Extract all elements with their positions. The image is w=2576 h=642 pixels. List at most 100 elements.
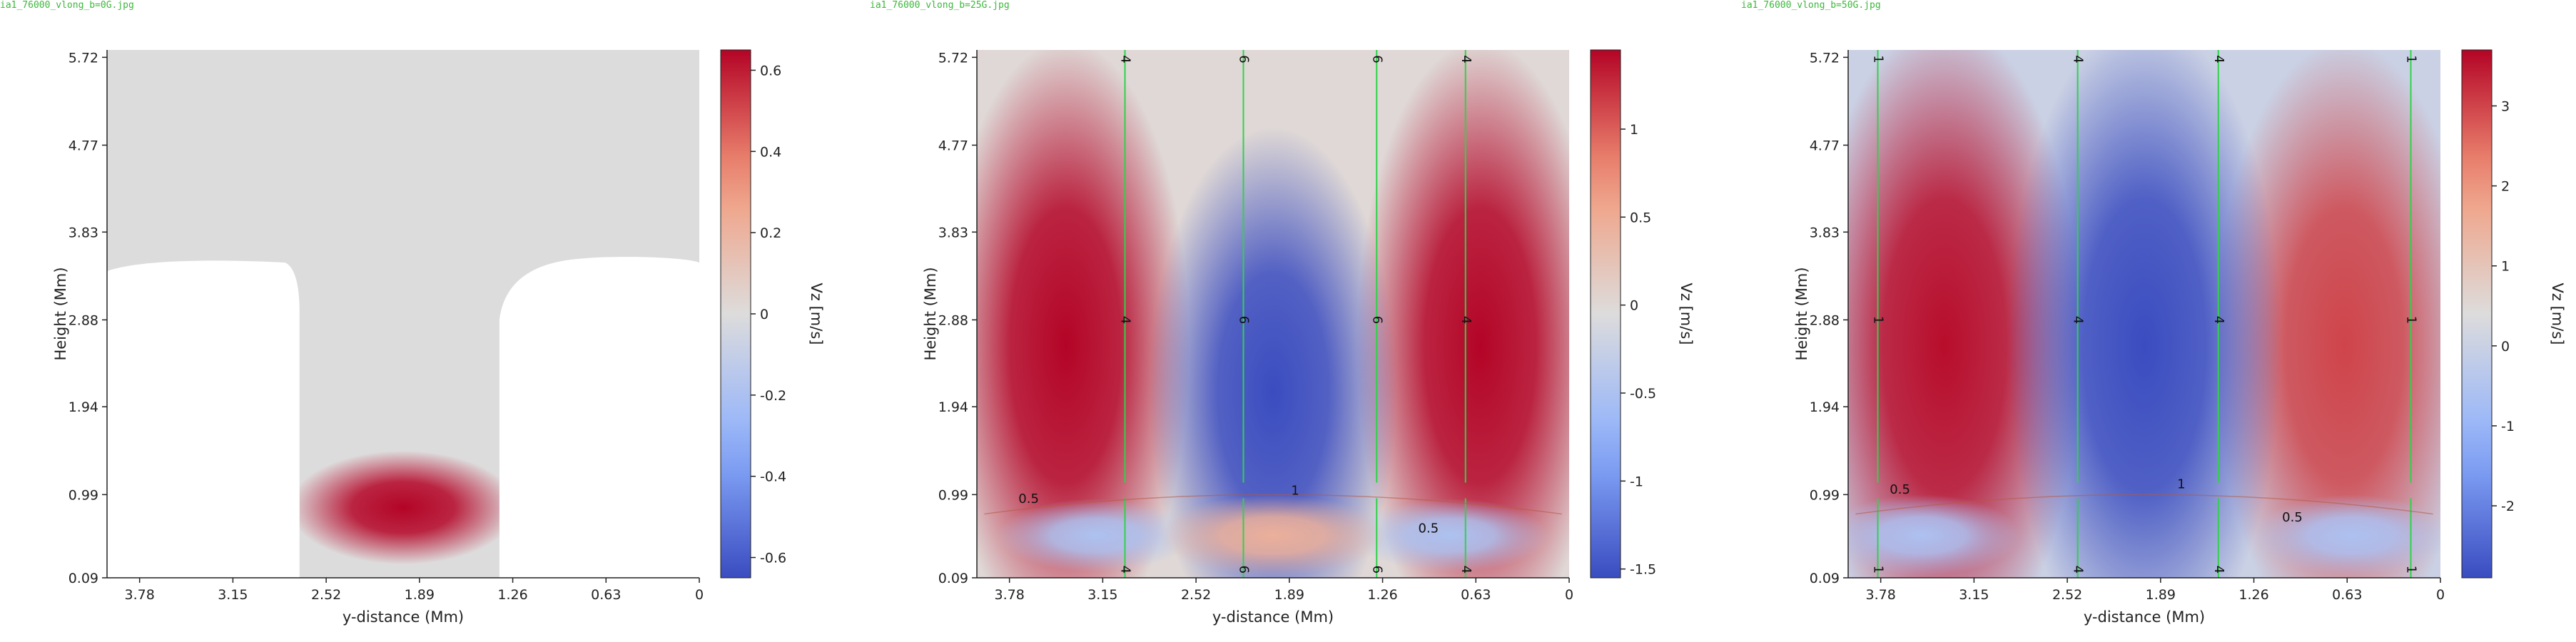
y-tick-label: 0.99 (69, 487, 98, 503)
y-tick-label: 1.94 (1810, 399, 1840, 415)
colorbar-tick-label: 0.5 (1630, 210, 1651, 225)
field-line-label: 6 (1369, 566, 1384, 574)
x-tick-label: 0 (695, 587, 704, 603)
y-tick-label: 2.88 (1810, 312, 1840, 328)
field-line-label: 4 (2071, 566, 2086, 574)
field-line-label: 6 (1369, 316, 1384, 324)
y-tick-label: 1.94 (938, 399, 968, 415)
y-tick-label: 3.83 (1810, 225, 1840, 240)
colorbar-tick-label: 2 (2501, 179, 2510, 195)
y-tick-label: 4.77 (69, 138, 98, 153)
y-tick-label: 0.09 (69, 571, 98, 586)
x-tick-label: 1.26 (497, 587, 527, 603)
x-tick-label: 1.89 (405, 587, 435, 603)
vz-blob (2007, 50, 2281, 578)
y-axis-label: Height (Mm) (1793, 267, 1810, 360)
y-tick-label: 0.99 (1810, 487, 1840, 503)
file-label: ia1_76000_vlong_b=0G.jpg (0, 0, 134, 11)
y-axis-label: Height (Mm) (52, 267, 69, 360)
vz-heatmap-chart: 6 6 6 6 6 6 4 4 4 4 4 4 0.5 1 0.5 3.78 3.15 2.52 1.89 1.26 0… (922, 49, 1695, 626)
colorbar-tick-label: -1.5 (1630, 562, 1656, 578)
field-line-label: 1 (2404, 566, 2419, 574)
field-line-label: 6 (1237, 55, 1252, 63)
field-line-label: 1 (1871, 55, 1886, 63)
masked-region (107, 260, 300, 578)
contour-label: 0.5 (1018, 491, 1039, 506)
x-tick-label: 0.63 (1461, 587, 1491, 603)
plot-area: 6 6 6 6 6 6 4 4 4 4 4 4 0.5 1 0.5 (977, 50, 1569, 578)
x-tick-label: 0 (1565, 587, 1573, 603)
y-tick-label: 1.94 (69, 399, 98, 415)
y-tick-label: 5.72 (938, 50, 968, 66)
vz-blob (1848, 494, 2020, 576)
colorbar-tick-label: -0.2 (760, 388, 786, 404)
field-line-label: 1 (2404, 55, 2419, 63)
field-line-label: 1 (1871, 316, 1886, 324)
y-tick-label: 0.99 (938, 487, 968, 503)
x-tick-label: 2.52 (1181, 587, 1211, 603)
x-axis-label: y-distance (Mm) (2084, 608, 2205, 626)
colorbar-tick-label: 0.2 (760, 225, 781, 241)
file-label: ia1_76000_vlong_b=50G.jpg (1741, 0, 1881, 11)
colorbar-tick-label: -0.4 (760, 469, 786, 485)
y-tick-label: 2.88 (938, 312, 968, 328)
colorbar-tick-label: -1 (2501, 419, 2515, 434)
vz-heatmap-chart: 3.78 3.15 2.52 1.89 1.26 0.63 0 0.09 0.99 1.94 2.8… (52, 49, 825, 626)
x-tick-label: 3.78 (994, 587, 1024, 603)
colorbar-tick-label: 3 (2501, 98, 2510, 114)
field-line-label: 4 (2211, 55, 2226, 63)
y-axis-label: Height (Mm) (922, 267, 939, 360)
y-tick-label: 5.72 (69, 50, 98, 66)
colorbar-tick-label: -0.5 (1630, 386, 1656, 402)
y-tick-label: 3.83 (69, 225, 98, 240)
contour-label: 0.5 (2282, 510, 2303, 525)
x-tick-label: 3.78 (1865, 587, 1895, 603)
contour-label: 1 (2177, 477, 2185, 491)
field-line-label: 4 (2071, 316, 2086, 324)
colorbar-tick-label: 0 (2501, 339, 2510, 355)
colorbar-tick-label: -0.6 (760, 551, 786, 566)
x-tick-label: 3.15 (1959, 587, 1989, 603)
x-tick-label: 3.78 (124, 587, 154, 603)
colorbar-label: Vz [m/s] (2549, 283, 2566, 345)
x-tick-label: 0 (2436, 587, 2445, 603)
y-tick-label: 0.09 (1810, 571, 1840, 586)
colorbar (720, 49, 751, 579)
colorbar-label: Vz [m/s] (808, 283, 825, 345)
field-line-label: 4 (1459, 316, 1474, 324)
panel-b25: ia1_76000_vlong_b=25G.jpg 6 6 6 6 6 6 4 4 4 4 4 4 0.… (870, 0, 1728, 642)
field-line-label: 4 (2071, 55, 2086, 63)
vz-blob (1353, 499, 1548, 572)
colorbar-tick-label: 1 (2501, 259, 2510, 275)
colorbar-tick-label: 0 (1630, 298, 1638, 314)
vz-blob (289, 450, 517, 565)
field-line-label: 6 (1237, 316, 1252, 324)
x-tick-label: 0.63 (591, 587, 621, 603)
field-line-label: 4 (1118, 316, 1133, 324)
field-line-label: 4 (2211, 566, 2226, 574)
vz-blob (1357, 50, 1569, 578)
contour-line (1855, 494, 2433, 515)
field-line-label: 4 (2211, 316, 2226, 324)
x-tick-label: 1.89 (2146, 587, 2176, 603)
vz-blob (2253, 494, 2440, 576)
panel-b0: ia1_76000_vlong_b=0G.jpg 3.78 3.15 2.52 1.8… (0, 0, 858, 642)
colorbar-tick-label: -1 (1630, 474, 1643, 489)
field-line-label: 6 (1237, 566, 1252, 574)
x-tick-label: 0.63 (2332, 587, 2362, 603)
colorbar-tick-label: 0.6 (760, 63, 781, 78)
vz-heatmap-chart: 4 4 4 4 4 4 1 1 1 1 1 1 0.5 1 0.5 3.78 3.15 2.52 1.89 1.26 0… (1793, 49, 2566, 626)
colorbar-tick-label: 1 (1630, 122, 1638, 138)
x-tick-label: 3.15 (218, 587, 248, 603)
y-tick-label: 3.83 (938, 225, 968, 240)
vz-blob (977, 50, 1190, 578)
x-tick-label: 2.52 (311, 587, 341, 603)
colorbar-tick-label: 0.4 (760, 144, 781, 160)
colorbar-tick-label: -2 (2501, 499, 2515, 514)
x-tick-label: 1.26 (1367, 587, 1397, 603)
field-line-label: 4 (1118, 566, 1133, 574)
x-axis-label: y-distance (Mm) (343, 608, 464, 626)
field-line-label: 4 (1118, 55, 1133, 63)
vz-blob (1159, 494, 1387, 576)
contour-line (984, 494, 1562, 515)
